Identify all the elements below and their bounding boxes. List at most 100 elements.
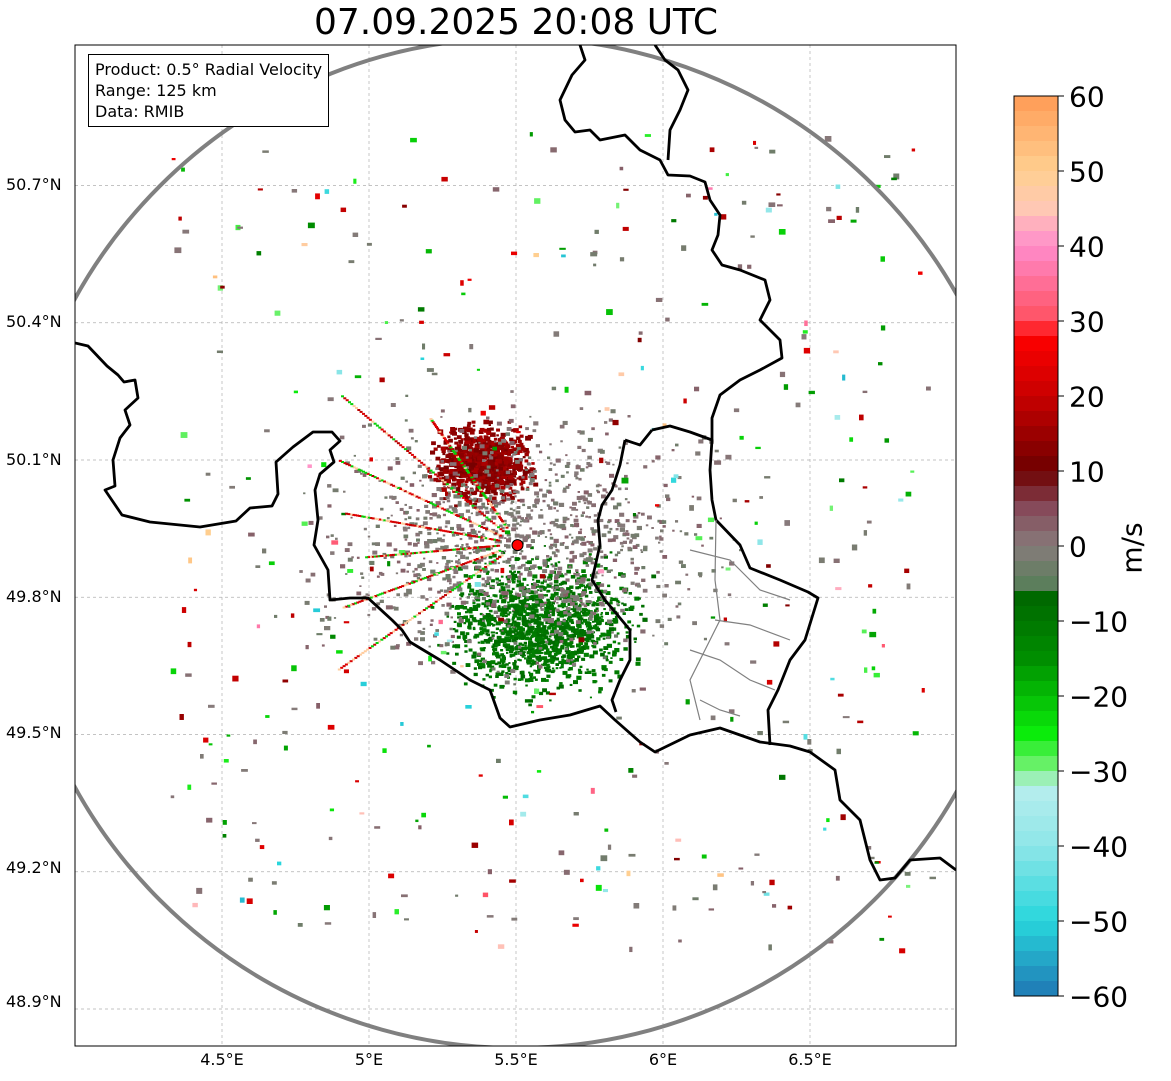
radar-echo bbox=[448, 470, 454, 474]
radar-echo bbox=[698, 439, 704, 444]
radar-echo bbox=[559, 610, 564, 615]
radar-echo bbox=[412, 471, 416, 475]
radar-echo bbox=[579, 665, 583, 668]
radar-echo bbox=[337, 668, 341, 671]
radar-echo bbox=[492, 187, 500, 192]
radar-echo bbox=[524, 452, 529, 457]
radar-echo bbox=[906, 583, 911, 590]
radar-echo bbox=[474, 572, 478, 575]
radar-echo bbox=[436, 487, 442, 492]
radar-echo bbox=[520, 480, 526, 484]
radar-echo bbox=[591, 529, 597, 534]
radar-echo bbox=[503, 619, 508, 624]
radar-echo bbox=[493, 440, 497, 443]
radar-echo bbox=[519, 442, 524, 446]
radar-echo bbox=[546, 632, 549, 635]
colorbar-tick-label: −60 bbox=[1069, 980, 1129, 1014]
colorbar-strip bbox=[1014, 441, 1058, 457]
radar-echo bbox=[560, 474, 565, 478]
radar-echo bbox=[462, 580, 466, 583]
radar-echo bbox=[566, 461, 571, 465]
radar-echo bbox=[574, 523, 580, 528]
radar-echo bbox=[555, 608, 560, 612]
radar-echo bbox=[408, 492, 412, 495]
radar-echo bbox=[433, 504, 437, 507]
radar-echo bbox=[484, 484, 487, 486]
radar-echo bbox=[475, 523, 479, 526]
radar-echo bbox=[509, 507, 513, 511]
radar-echo bbox=[507, 473, 511, 476]
radar-echo bbox=[367, 594, 370, 597]
radar-echo bbox=[353, 178, 357, 184]
radar-echo bbox=[497, 451, 500, 454]
lon-label: 4.5°E bbox=[200, 1050, 244, 1069]
radar-echo bbox=[455, 449, 458, 453]
radar-echo bbox=[507, 580, 511, 584]
radar-echo bbox=[406, 446, 412, 451]
radar-echo bbox=[434, 600, 438, 603]
radar-echo bbox=[464, 650, 468, 653]
radar-echo bbox=[468, 534, 472, 537]
radar-echo bbox=[436, 562, 439, 564]
radar-echo bbox=[539, 450, 543, 454]
radar-echo bbox=[550, 593, 556, 598]
radar-echo bbox=[501, 475, 506, 479]
radar-echo bbox=[455, 565, 459, 568]
radar-echo bbox=[574, 658, 579, 662]
radar-echo bbox=[344, 663, 348, 666]
radar-echo bbox=[492, 650, 495, 653]
radar-echo bbox=[389, 483, 393, 486]
radar-echo bbox=[555, 586, 559, 589]
radar-echo bbox=[452, 661, 457, 665]
colorbar-strip bbox=[1014, 336, 1058, 352]
radar-echo bbox=[880, 325, 886, 331]
radar-echo bbox=[656, 570, 660, 574]
radar-echo bbox=[591, 669, 596, 673]
radar-echo bbox=[485, 545, 489, 548]
radar-echo bbox=[484, 566, 488, 568]
radar-echo bbox=[481, 492, 485, 494]
radar-echo bbox=[609, 473, 615, 478]
radar-echo bbox=[464, 533, 468, 536]
radar-echo bbox=[474, 596, 478, 600]
radar-echo bbox=[773, 641, 780, 647]
radar-echo bbox=[553, 554, 558, 558]
radar-echo bbox=[634, 641, 637, 643]
radar-echo bbox=[891, 177, 897, 181]
radar-echo bbox=[373, 517, 377, 520]
radar-echo bbox=[372, 550, 378, 555]
radar-echo bbox=[496, 758, 501, 764]
radar-echo bbox=[379, 377, 385, 383]
radar-echo bbox=[445, 495, 450, 500]
colorbar-strip bbox=[1014, 546, 1058, 562]
radar-echo bbox=[477, 472, 483, 477]
radar-echo bbox=[626, 870, 631, 877]
radar-echo bbox=[485, 526, 489, 529]
radar-echo bbox=[623, 603, 627, 607]
radar-echo bbox=[559, 614, 564, 618]
radar-echo bbox=[508, 591, 513, 595]
radar-echo bbox=[575, 465, 581, 470]
radar-echo bbox=[487, 427, 491, 431]
radar-echo bbox=[515, 603, 519, 607]
radar-echo bbox=[511, 555, 515, 558]
radar-echo bbox=[517, 658, 521, 661]
radar-echo bbox=[566, 617, 571, 621]
radar-echo bbox=[504, 610, 508, 613]
radar-echo bbox=[476, 508, 480, 511]
radar-echo bbox=[467, 451, 471, 454]
radar-echo bbox=[299, 570, 303, 573]
radar-echo bbox=[610, 497, 615, 501]
radar-echo bbox=[464, 448, 469, 452]
radar-echo bbox=[456, 479, 463, 484]
radar-echo bbox=[643, 547, 648, 552]
radar-echo bbox=[480, 640, 485, 644]
radar-echo bbox=[507, 524, 511, 527]
radar-echo bbox=[501, 656, 506, 661]
radar-echo bbox=[576, 577, 580, 580]
radar-echo bbox=[255, 565, 261, 568]
radar-echo bbox=[593, 651, 598, 654]
radar-echo bbox=[542, 656, 548, 660]
radar-echo bbox=[508, 486, 513, 490]
radar-echo bbox=[490, 520, 493, 523]
